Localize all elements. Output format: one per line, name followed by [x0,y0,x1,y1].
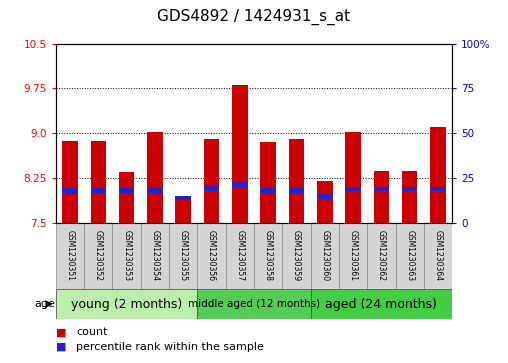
Bar [84,223,112,289]
Bar [261,188,276,192]
Text: GSM1230360: GSM1230360 [320,231,329,281]
Bar [339,223,367,289]
Text: GSM1230351: GSM1230351 [66,231,75,281]
Text: count: count [76,327,108,337]
Text: GSM1230358: GSM1230358 [264,231,273,281]
Text: ■: ■ [56,342,67,352]
Bar [396,223,424,289]
Bar [430,187,446,191]
Text: GSM1230353: GSM1230353 [122,231,131,281]
Bar [204,139,219,223]
Text: GSM1230364: GSM1230364 [433,231,442,281]
Bar [430,127,446,223]
Bar [282,223,310,289]
Bar [119,188,135,192]
Text: GSM1230355: GSM1230355 [179,231,188,281]
Bar [62,140,78,223]
Bar [175,200,191,223]
Bar [56,223,84,289]
Bar [402,171,418,223]
Bar [56,289,198,319]
Bar [204,186,219,191]
Text: GSM1230362: GSM1230362 [377,231,386,281]
Bar [198,223,226,289]
Bar [345,187,361,191]
Bar [424,223,452,289]
Bar [402,187,418,191]
Bar [119,172,135,223]
Bar [226,223,254,289]
Text: GSM1230352: GSM1230352 [94,231,103,281]
Bar [289,139,304,223]
Text: GSM1230357: GSM1230357 [235,231,244,281]
Text: middle aged (12 months): middle aged (12 months) [188,299,320,309]
Bar [289,188,304,192]
Bar [254,223,282,289]
Bar [367,223,396,289]
Text: GSM1230354: GSM1230354 [150,231,160,281]
Bar [317,194,333,199]
Bar [198,289,310,319]
Text: GDS4892 / 1424931_s_at: GDS4892 / 1424931_s_at [157,9,351,25]
Bar [310,289,452,319]
Bar [141,223,169,289]
Bar [345,132,361,223]
Text: GSM1230359: GSM1230359 [292,231,301,281]
Text: age: age [35,299,55,309]
Text: GSM1230361: GSM1230361 [348,231,358,281]
Bar [261,142,276,223]
Bar [310,223,339,289]
Bar [232,182,247,187]
Bar [373,171,389,223]
Bar [90,140,106,223]
Bar [169,223,198,289]
Bar [147,188,163,192]
Bar [175,196,191,200]
Text: aged (24 months): aged (24 months) [326,298,437,310]
Bar [147,132,163,223]
Bar [373,187,389,191]
Bar [90,188,106,192]
Bar [62,188,78,192]
Text: ■: ■ [56,327,67,337]
Text: young (2 months): young (2 months) [71,298,182,310]
Bar [232,85,247,223]
Text: GSM1230356: GSM1230356 [207,231,216,281]
Bar [317,182,333,223]
Text: percentile rank within the sample: percentile rank within the sample [76,342,264,352]
Text: GSM1230363: GSM1230363 [405,231,414,281]
Bar [112,223,141,289]
